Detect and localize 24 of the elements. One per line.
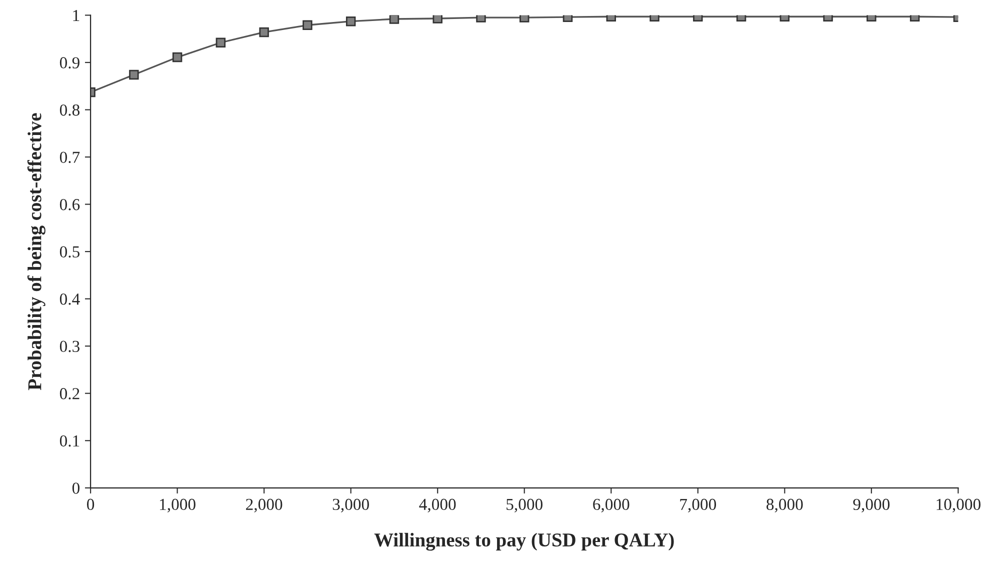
x-tick-label: 3,000 <box>332 498 369 512</box>
y-tick-label: 1 <box>73 10 80 21</box>
x-tick-label: 6,000 <box>593 498 630 512</box>
y-tick-label: 0.1 <box>60 435 80 447</box>
y-tick-label: 0.3 <box>60 340 80 352</box>
y-tick-label: 0.6 <box>60 198 80 210</box>
x-tick-label: 10,000 <box>936 498 980 512</box>
y-axis-title: Probability of being cost-effective <box>27 113 46 390</box>
y-tick-label: 0.5 <box>60 246 80 258</box>
y-tick-label: 0.4 <box>60 294 80 305</box>
y-tick-label: 0.7 <box>60 152 80 164</box>
x-tick-label: 5,000 <box>506 498 542 512</box>
x-tick-label: 0 <box>87 498 94 510</box>
y-tick-label: 0.2 <box>60 388 80 400</box>
y-tick-label: 0.8 <box>60 104 80 116</box>
x-tick-label: 1,000 <box>160 498 196 512</box>
y-tick-label: 0.9 <box>60 57 80 68</box>
x-tick-label: 7,000 <box>680 498 716 512</box>
x-axis-title: Willingness to pay (USD per QALY) <box>374 532 674 551</box>
x-tick-label: 9,000 <box>853 498 890 512</box>
x-tick-label: 2,000 <box>246 498 282 512</box>
x-tick-label: 8,000 <box>766 498 803 512</box>
y-tick-label: 0 <box>72 482 80 494</box>
x-tick-label: 4,000 <box>419 498 456 512</box>
